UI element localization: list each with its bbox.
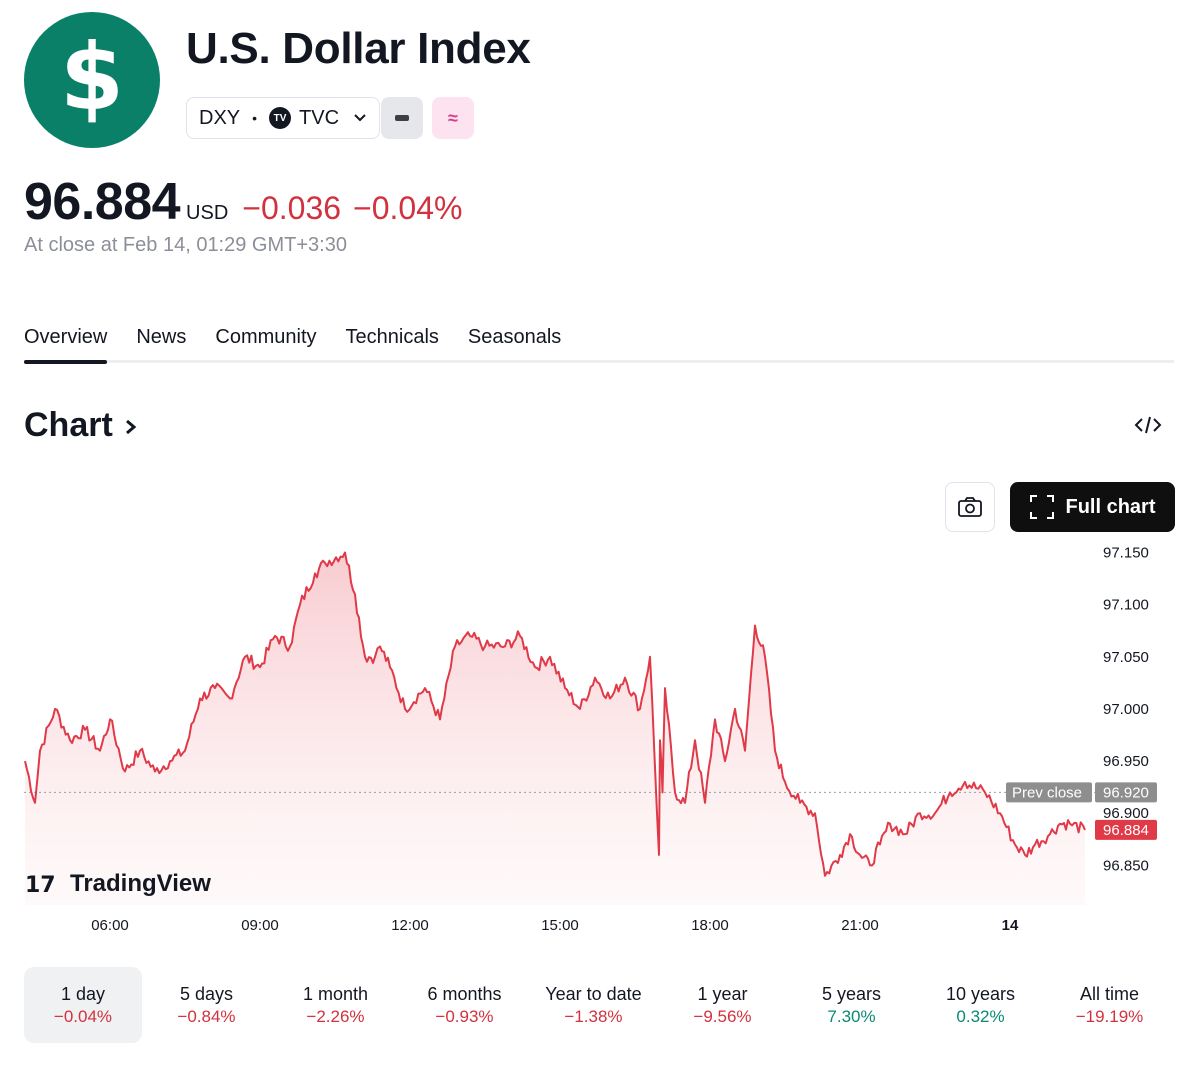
price-value: 96.884 [24, 173, 181, 231]
prev-close-tag [1006, 782, 1092, 803]
price-chart[interactable]: 97.15097.10097.05097.00096.95096.90096.8… [0, 540, 1198, 940]
tradingview-watermark: 17 TradingView [25, 870, 211, 898]
period-label: 5 years [821, 983, 882, 1004]
period-10-years[interactable]: 10 years 0.32% [916, 967, 1045, 1043]
close-timestamp: At close at Feb 14, 01:29 GMT+3:30 [24, 234, 347, 256]
y-tick-label: 97.050 [1103, 649, 1149, 666]
tab-community[interactable]: Community [215, 326, 317, 348]
last-price-tag [1095, 819, 1157, 840]
dollar-logo-icon: $ [24, 12, 160, 148]
price-change-percent: −0.04% [353, 190, 463, 226]
y-tick-label: 96.850 [1103, 857, 1149, 874]
snapshot-camera-button[interactable] [945, 482, 995, 532]
period-label: 5 days [179, 983, 234, 1004]
period-5-days[interactable]: 5 days −0.84% [142, 967, 271, 1043]
symbol-exchange-selector[interactable]: DXY • TV TVC [186, 97, 381, 139]
period-5-years[interactable]: 5 years 7.30% [787, 967, 916, 1043]
page-title: U.S. Dollar Index [186, 24, 531, 73]
tab-seasonals[interactable]: Seasonals [467, 326, 562, 348]
last-price-value: 96.884 [1103, 822, 1149, 839]
full-chart-button[interactable]: Full chart [1010, 482, 1175, 532]
period-change: −2.26% [306, 1006, 365, 1026]
price-line [24, 551, 1086, 877]
period-label: 1 month [302, 983, 369, 1004]
expand-icon [1030, 495, 1055, 519]
period-change: −19.19% [1075, 1006, 1144, 1026]
period-change: −9.56% [693, 1006, 752, 1026]
x-tick-label: 06:00 [91, 917, 129, 934]
period-change: −0.04% [53, 1006, 113, 1026]
tvc-logo-icon: TV [269, 107, 292, 129]
full-chart-label: Full chart [1065, 495, 1156, 518]
symbol-label: DXY [199, 106, 241, 129]
period-label: 10 years [945, 983, 1016, 1004]
tab-overview[interactable]: Overview [24, 326, 108, 364]
tabs-divider [24, 360, 1174, 363]
x-tick-label: 21:00 [841, 917, 879, 934]
tab-technicals[interactable]: Technicals [345, 326, 439, 348]
prev-close-label: Prev close [1012, 784, 1082, 801]
period-1-day[interactable]: 1 day −0.04% [24, 967, 142, 1043]
quote-row: 96.884 USD −0.036 −0.04% [24, 172, 462, 232]
x-tick-label: 12:00 [391, 917, 429, 934]
x-tick-label: 14 [1002, 917, 1019, 934]
period-year-to-date[interactable]: Year to date −1.38% [529, 967, 658, 1043]
y-tick-label: 97.100 [1103, 597, 1149, 614]
period-label: 1 day [60, 983, 106, 1004]
period-change: 0.32% [956, 1006, 1005, 1026]
period-change: −0.84% [177, 1006, 236, 1026]
period-selector: 1 day −0.04% 5 days −0.84% 1 month −2.26… [24, 967, 1174, 1043]
price-change: −0.036 [242, 190, 342, 226]
x-tick-label: 15:00 [541, 917, 579, 934]
period-1-year[interactable]: 1 year −9.56% [658, 967, 787, 1043]
period-6-months[interactable]: 6 months −0.93% [400, 967, 529, 1043]
chevron-right-icon [126, 419, 137, 435]
period-all-time[interactable]: All time −19.19% [1045, 967, 1174, 1043]
chevron-down-icon [353, 110, 367, 126]
prev-close-value: 96.920 [1103, 784, 1149, 801]
price-area [25, 552, 1085, 905]
period-1-month[interactable]: 1 month −2.26% [271, 967, 400, 1043]
period-change: −1.38% [564, 1006, 623, 1026]
y-tick-label: 96.950 [1103, 753, 1149, 770]
x-tick-label: 09:00 [241, 917, 279, 934]
separator-dot: • [252, 110, 258, 126]
period-label: All time [1079, 983, 1139, 1004]
y-tick-label: 97.000 [1103, 701, 1149, 718]
camera-icon [958, 497, 982, 517]
currency-label: USD [186, 202, 229, 224]
embed-code-icon[interactable] [1134, 414, 1162, 442]
y-tick-label: 97.150 [1103, 545, 1149, 562]
chart-heading: Chart [24, 406, 113, 444]
period-label: 6 months [427, 983, 502, 1004]
x-tick-label: 18:00 [691, 917, 729, 934]
tab-news[interactable]: News [136, 326, 187, 348]
approx-icon-button[interactable]: ≈ [432, 97, 474, 139]
prev-close-value-tag [1095, 782, 1157, 803]
y-tick-label: 96.900 [1103, 805, 1149, 822]
tab-bar: Overview News Community Technicals Seaso… [24, 326, 562, 364]
period-change: −0.93% [435, 1006, 494, 1026]
exchange-label: TVC [299, 106, 340, 129]
svg-text:TradingView: TradingView [70, 870, 211, 897]
period-change: 7.30% [827, 1006, 876, 1026]
svg-text:17: 17 [25, 873, 56, 898]
period-label: 1 year [697, 983, 748, 1004]
chart-heading-link[interactable]: Chart [24, 406, 138, 445]
minus-icon-button[interactable] [381, 97, 423, 139]
period-label: Year to date [545, 983, 642, 1004]
